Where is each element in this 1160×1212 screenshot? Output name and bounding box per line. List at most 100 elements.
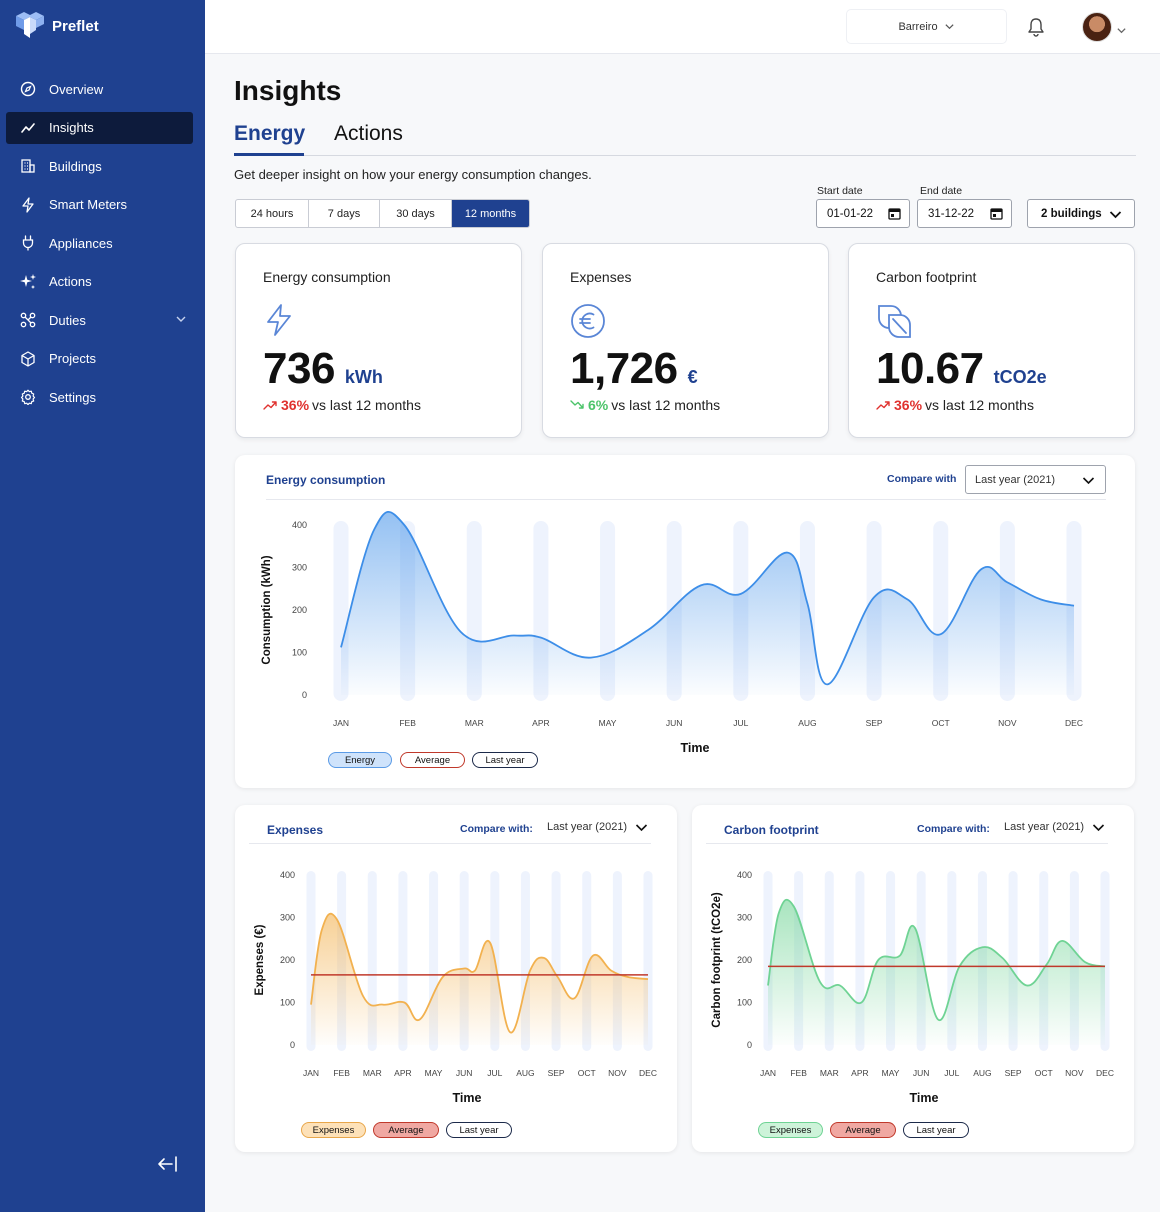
kpi-trend: 36% vs last 12 months <box>263 397 421 413</box>
legend-average[interactable]: Average <box>373 1122 439 1138</box>
kpi-percent: 36% <box>281 397 310 413</box>
calendar-icon[interactable] <box>888 207 901 220</box>
period-12-months[interactable]: 12 months <box>452 200 529 227</box>
compare-select[interactable]: Last year (2021) <box>1004 821 1105 833</box>
legend-average[interactable]: Average <box>400 752 465 768</box>
kpi-title: Expenses <box>570 269 632 285</box>
kpi-title: Carbon footprint <box>876 269 977 285</box>
series-line <box>310 912 649 1034</box>
calendar-icon[interactable] <box>990 207 1003 220</box>
x-tick-label: MAR <box>820 1068 839 1078</box>
sidebar-item-actions[interactable]: Actions <box>6 266 193 298</box>
avatar[interactable] <box>1082 12 1112 42</box>
x-tick-label: SEP <box>866 718 883 728</box>
y-tick-label: 200 <box>292 605 307 615</box>
end-date-input[interactable]: 31-12-22 <box>917 199 1012 228</box>
period-24-hours[interactable]: 24 hours <box>236 200 309 227</box>
y-tick-label: 200 <box>737 955 752 965</box>
y-tick-label: 400 <box>292 520 307 530</box>
x-tick-label: AUG <box>516 1068 534 1078</box>
kpi-trend: 36% vs last 12 months <box>876 397 1034 413</box>
legend-energy[interactable]: Energy <box>328 752 392 768</box>
sidebar-item-projects[interactable]: Projects <box>6 343 193 375</box>
legend-expenses[interactable]: Expenses <box>758 1122 823 1138</box>
sidebar-item-duties[interactable]: Duties <box>6 304 193 336</box>
x-tick-label: MAY <box>425 1068 443 1078</box>
sidebar-item-appliances[interactable]: Appliances <box>6 227 193 259</box>
x-tick-label: DEC <box>639 1068 657 1078</box>
kpi-trend-text: vs last 12 months <box>312 397 421 413</box>
app-name: Preflet <box>52 17 99 35</box>
logo[interactable]: Preflet <box>14 12 99 40</box>
page-title: Insights <box>234 75 342 106</box>
buildings-select[interactable]: 2 buildings <box>1027 199 1135 228</box>
carbon-chart: 0 100 200 300 400 JAN FEB MAR APR MAY JUN JUL AUG SEP… <box>711 870 1114 1105</box>
collapse-sidebar-button[interactable] <box>157 1154 179 1179</box>
y-tick-label: 0 <box>302 690 307 700</box>
compare-value: Last year (2021) <box>547 821 628 833</box>
period-7-days[interactable]: 7 days <box>309 200 380 227</box>
legend-expenses[interactable]: Expenses <box>301 1122 366 1138</box>
sparkles-icon <box>19 273 37 291</box>
series-area <box>768 899 1105 1045</box>
end-date-value: 31-12-22 <box>928 207 975 220</box>
x-tick-label: MAR <box>465 718 484 728</box>
sidebar-item-overview[interactable]: Overview <box>6 73 193 105</box>
compare-select[interactable]: Last year (2021) <box>547 821 648 833</box>
trend-up-icon <box>263 401 277 410</box>
energy-chart: 0 100 200 300 400 JAN FEB MAR APR MAY JUN JUL AUG SEP… <box>261 511 1083 755</box>
compare-select[interactable]: Last year (2021) <box>965 465 1106 494</box>
legend-last-year[interactable]: Last year <box>903 1122 969 1138</box>
series-line <box>340 511 1075 686</box>
sidebar-item-label: Buildings <box>49 158 102 174</box>
cube-icon <box>19 350 37 368</box>
legend-average[interactable]: Average <box>830 1122 896 1138</box>
sidebar-item-insights[interactable]: Insights <box>6 111 193 144</box>
x-tick-label: MAY <box>882 1068 900 1078</box>
x-tick-label: NOV <box>608 1068 627 1078</box>
x-tick-label: AUG <box>798 718 816 728</box>
nodes-icon <box>19 311 37 329</box>
kpi-title: Energy consumption <box>263 269 391 285</box>
x-tick-label: DEC <box>1096 1068 1114 1078</box>
location-select[interactable]: Barreiro <box>847 10 1006 43</box>
sidebar: Preflet Overview Insights Buildings Smar… <box>0 0 205 1212</box>
legend-last-year[interactable]: Last year <box>446 1122 512 1138</box>
x-tick-label: OCT <box>932 718 950 728</box>
x-tick-label: SEP <box>548 1068 565 1078</box>
notifications-button[interactable] <box>1027 17 1045 42</box>
tab-actions[interactable]: Actions <box>334 122 403 145</box>
collapse-arrow-icon <box>158 1156 177 1172</box>
start-date-input[interactable]: 01-01-22 <box>816 199 910 228</box>
chart-title: Energy consumption <box>266 473 386 487</box>
chart-title: Carbon footprint <box>724 823 819 837</box>
compare-value: Last year (2021) <box>975 473 1056 486</box>
kpi-carbon-footprint: Carbon footprint 10.67 tCO2e 36% vs last… <box>848 243 1135 438</box>
legend-last-year[interactable]: Last year <box>472 752 538 768</box>
sidebar-item-settings[interactable]: Settings <box>6 381 193 413</box>
sidebar-item-label: Duties <box>49 312 86 328</box>
x-tick-label: JUN <box>666 718 683 728</box>
energy-chart-card: Energy consumption Compare with Last yea… <box>235 455 1135 788</box>
tab-energy[interactable]: Energy <box>234 122 306 145</box>
x-tick-label: SEP <box>1005 1068 1022 1078</box>
kpi-percent: 36% <box>894 397 923 413</box>
kpi-trend-text: vs last 12 months <box>611 397 721 413</box>
x-tick-label: OCT <box>1035 1068 1053 1078</box>
x-axis-title: Time <box>910 1091 939 1105</box>
chevron-down-icon[interactable] <box>175 313 187 328</box>
sidebar-item-label: Smart Meters <box>49 197 128 212</box>
x-tick-label: MAR <box>363 1068 382 1078</box>
compare-label: Compare with <box>887 473 957 485</box>
y-tick-label: 0 <box>290 1040 295 1050</box>
y-tick-label: 0 <box>747 1040 752 1050</box>
chevron-down-icon[interactable] <box>1116 23 1127 41</box>
kpi-value: 1,726 € <box>570 344 698 394</box>
sidebar-item-buildings[interactable]: Buildings <box>6 150 193 182</box>
sidebar-item-smart-meters[interactable]: Smart Meters <box>6 189 193 221</box>
period-30-days[interactable]: 30 days <box>380 200 452 227</box>
building-icon <box>19 157 37 175</box>
chevron-down-icon <box>944 24 954 30</box>
sidebar-item-label: Projects <box>49 351 96 366</box>
carbon-chart-card: Carbon footprint Compare with: Last year… <box>692 805 1134 1152</box>
